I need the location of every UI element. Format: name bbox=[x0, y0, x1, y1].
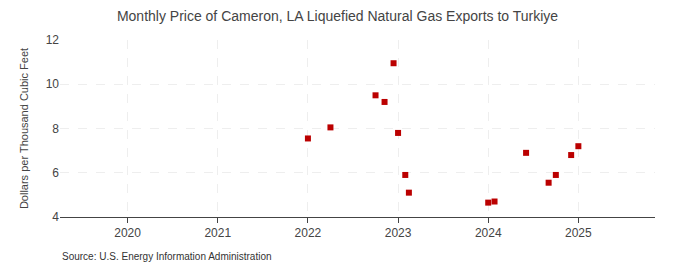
svg-text:8: 8 bbox=[52, 122, 59, 136]
svg-text:Monthly Price of Cameron, LA L: Monthly Price of Cameron, LA Liquefied N… bbox=[117, 8, 558, 24]
svg-text:Source: U.S. Energy Informatio: Source: U.S. Energy Information Administ… bbox=[62, 251, 272, 262]
svg-text:6: 6 bbox=[52, 166, 59, 180]
svg-text:Dollars per Thousand Cubic Fee: Dollars per Thousand Cubic Feet bbox=[18, 48, 30, 209]
svg-text:4: 4 bbox=[52, 210, 59, 224]
svg-text:10: 10 bbox=[46, 77, 60, 91]
svg-text:2022: 2022 bbox=[295, 226, 322, 240]
svg-text:12: 12 bbox=[46, 33, 60, 47]
svg-text:2020: 2020 bbox=[114, 226, 141, 240]
svg-text:2023: 2023 bbox=[385, 226, 412, 240]
svg-text:2024: 2024 bbox=[475, 226, 502, 240]
svg-text:2025: 2025 bbox=[565, 226, 592, 240]
svg-text:2021: 2021 bbox=[204, 226, 231, 240]
